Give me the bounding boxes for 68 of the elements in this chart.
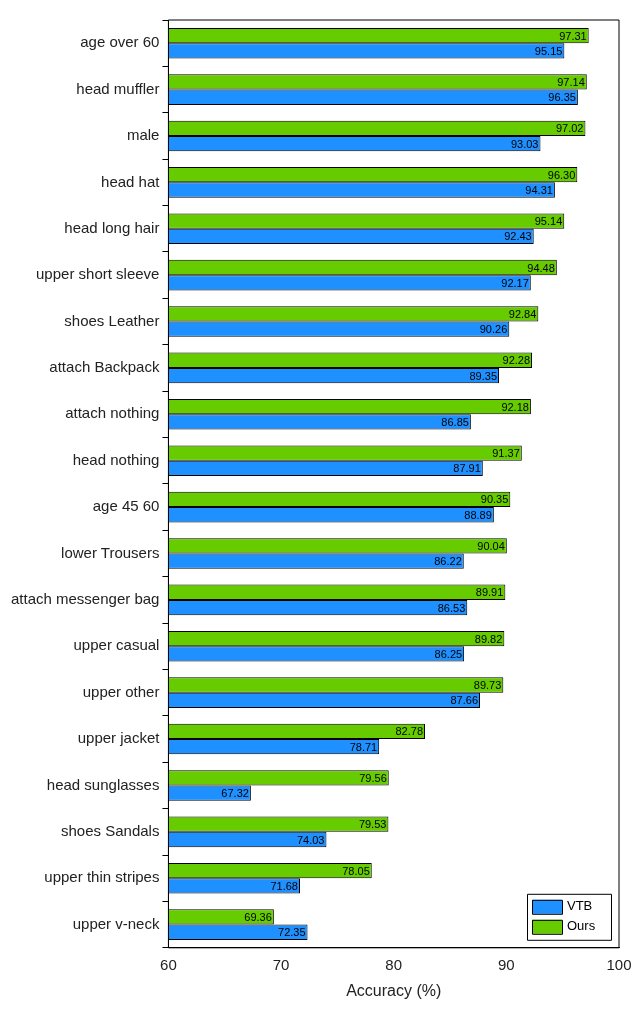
data-label: 86.25 xyxy=(434,647,463,660)
data-label: 93.03 xyxy=(510,137,539,150)
data-label: 94.31 xyxy=(525,184,553,197)
y-tick-label: upper thin stripes xyxy=(44,868,160,886)
x-axis-title: Accuracy (%) xyxy=(346,981,442,999)
y-tick-label: age over 60 xyxy=(80,33,160,51)
data-label: 82.78 xyxy=(395,725,424,738)
data-label: 86.22 xyxy=(434,555,462,568)
data-label: 69.36 xyxy=(244,910,272,923)
data-label: 97.31 xyxy=(559,29,587,42)
data-label: 86.85 xyxy=(441,416,469,428)
y-tick-label: shoes Sandals xyxy=(61,821,160,839)
data-label: 90.04 xyxy=(477,539,505,552)
x-tick-label: 70 xyxy=(272,955,290,973)
legend-label: Ours xyxy=(567,918,596,934)
data-label: 86.53 xyxy=(437,601,466,614)
data-label: 92.17 xyxy=(501,276,529,289)
data-label: 88.89 xyxy=(464,508,492,521)
data-label: 95.15 xyxy=(534,44,563,57)
y-tick-label: upper jacket xyxy=(77,729,161,747)
y-tick-label: attach nothing xyxy=(65,404,160,422)
data-label: 90.26 xyxy=(479,323,508,336)
y-tick-label: head sunglasses xyxy=(46,775,160,793)
data-label: 87.91 xyxy=(453,462,481,475)
data-label: 89.91 xyxy=(475,586,504,599)
data-label: 92.43 xyxy=(504,230,532,243)
y-tick-label: head hat xyxy=(101,172,161,190)
y-tick-label: upper casual xyxy=(73,636,160,654)
data-label: 72.35 xyxy=(278,926,306,939)
y-tick-label: head long hair xyxy=(64,218,160,236)
x-tick-label: 90 xyxy=(498,955,515,973)
y-tick-label: attach messenger bag xyxy=(10,590,160,608)
data-label: 79.56 xyxy=(359,771,387,784)
data-label: 67.32 xyxy=(221,787,249,800)
data-label: 97.02 xyxy=(555,122,584,135)
y-tick-label: age 45 60 xyxy=(92,497,160,515)
data-label: 78.05 xyxy=(342,864,370,877)
data-label: 71.68 xyxy=(270,879,298,892)
data-label: 92.84 xyxy=(508,307,537,320)
data-label: 92.18 xyxy=(501,400,529,413)
data-label: 89.73 xyxy=(473,679,502,692)
data-label: 90.35 xyxy=(480,493,509,506)
y-tick-label: shoes Leather xyxy=(64,311,160,329)
data-label: 95.14 xyxy=(534,215,563,228)
y-tick-label: male xyxy=(126,126,160,144)
y-tick-label: lower Trousers xyxy=(61,543,160,561)
x-tick-label: 100 xyxy=(606,955,632,973)
legend-label: VTB xyxy=(567,898,593,914)
data-label: 91.37 xyxy=(492,447,520,460)
y-tick-label: upper v-neck xyxy=(72,914,160,932)
y-tick-label: attach Backpack xyxy=(49,358,160,376)
y-tick-label: upper other xyxy=(82,682,160,700)
data-label: 78.71 xyxy=(349,740,378,753)
data-label: 89.35 xyxy=(469,369,498,382)
y-tick-label: head nothing xyxy=(72,450,160,468)
y-tick-label: head muffler xyxy=(76,79,160,97)
x-tick-label: 80 xyxy=(385,955,403,973)
data-label: 79.53 xyxy=(358,818,387,831)
data-label: 94.48 xyxy=(527,261,555,274)
data-label: 89.82 xyxy=(474,632,503,645)
data-label: 74.03 xyxy=(296,833,325,846)
data-label: 87.66 xyxy=(450,694,478,707)
x-tick-label: 60 xyxy=(160,955,177,973)
data-label: 92.28 xyxy=(502,354,531,367)
data-label: 96.30 xyxy=(547,168,576,181)
data-label: 97.14 xyxy=(557,75,585,88)
y-tick-label: upper short sleeve xyxy=(36,265,160,283)
data-label: 96.35 xyxy=(548,91,576,104)
